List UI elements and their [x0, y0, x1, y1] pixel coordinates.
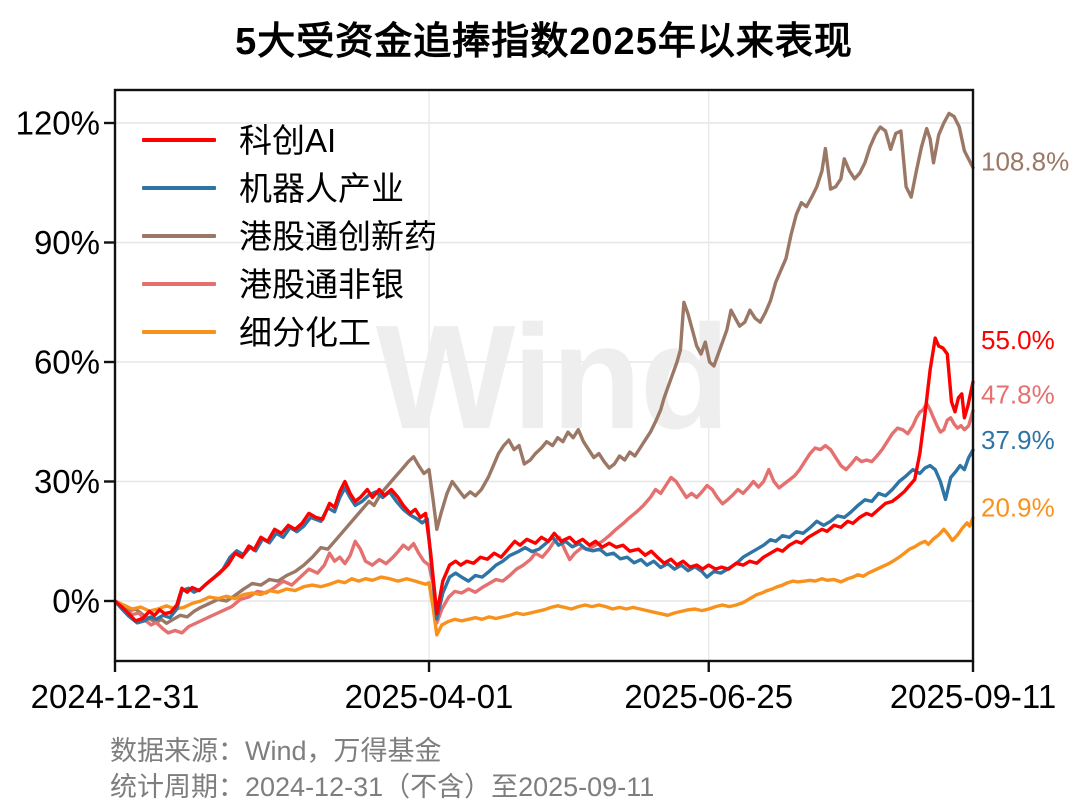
end-value-label: 37.9% — [981, 425, 1055, 455]
legend-label: 科创AI — [239, 121, 337, 159]
footer-data-source: 数据来源：Wind，万得基金 — [110, 736, 442, 766]
series-line-4 — [113, 516, 975, 637]
legend-line-swatch — [142, 282, 216, 286]
legend-item-1: 机器人产业 — [142, 164, 437, 212]
y-tick-label: 0% — [52, 583, 100, 620]
series-line-2 — [113, 111, 975, 625]
x-tick-label: 2025-06-25 — [624, 678, 793, 715]
legend-label: 港股通创新药 — [239, 217, 437, 255]
legend-label: 机器人产业 — [239, 169, 404, 207]
legend-label: 细分化工 — [239, 313, 371, 351]
plot-border — [113, 88, 975, 663]
end-value-label: 47.8% — [981, 380, 1055, 410]
y-tick-label: 120% — [16, 105, 100, 142]
footer: 数据来源：Wind，万得基金 统计周期：2024-12-31（不含）至2025-… — [110, 733, 654, 805]
legend-item-0: 科创AI — [142, 116, 437, 164]
page-title: 5大受资金追捧指数2025年以来表现 — [235, 21, 853, 63]
x-tick-label: 2024-12-31 — [31, 678, 200, 715]
legend-line-swatch — [142, 138, 216, 142]
legend-item-2: 港股通创新药 — [142, 212, 437, 260]
series-line-0 — [113, 336, 975, 623]
end-value-label: 20.9% — [981, 493, 1055, 523]
y-tick-label: 30% — [34, 463, 100, 500]
legend-line-swatch — [142, 186, 216, 190]
legend: 科创AI 机器人产业港股通创新药 港股通非银细分化工 — [142, 116, 437, 356]
legend-item-4: 细分化工 — [142, 308, 437, 356]
end-value-label: 55.0% — [981, 325, 1055, 355]
end-value-label: 108.8% — [981, 147, 1069, 177]
series-line-3 — [113, 401, 975, 635]
x-tick-label: 2025-04-01 — [345, 678, 514, 715]
y-tick-label: 60% — [34, 344, 100, 381]
x-tick-label: 2025-09-11 — [890, 678, 1056, 715]
legend-line-swatch — [142, 330, 216, 334]
legend-item-3: 港股通非银 — [142, 260, 437, 308]
legend-label: 港股通非银 — [239, 265, 404, 303]
y-tick-label: 90% — [34, 224, 100, 261]
legend-line-swatch — [142, 234, 216, 238]
footer-stat-period: 统计周期：2024-12-31（不含）至2025-09-11 — [110, 772, 655, 802]
